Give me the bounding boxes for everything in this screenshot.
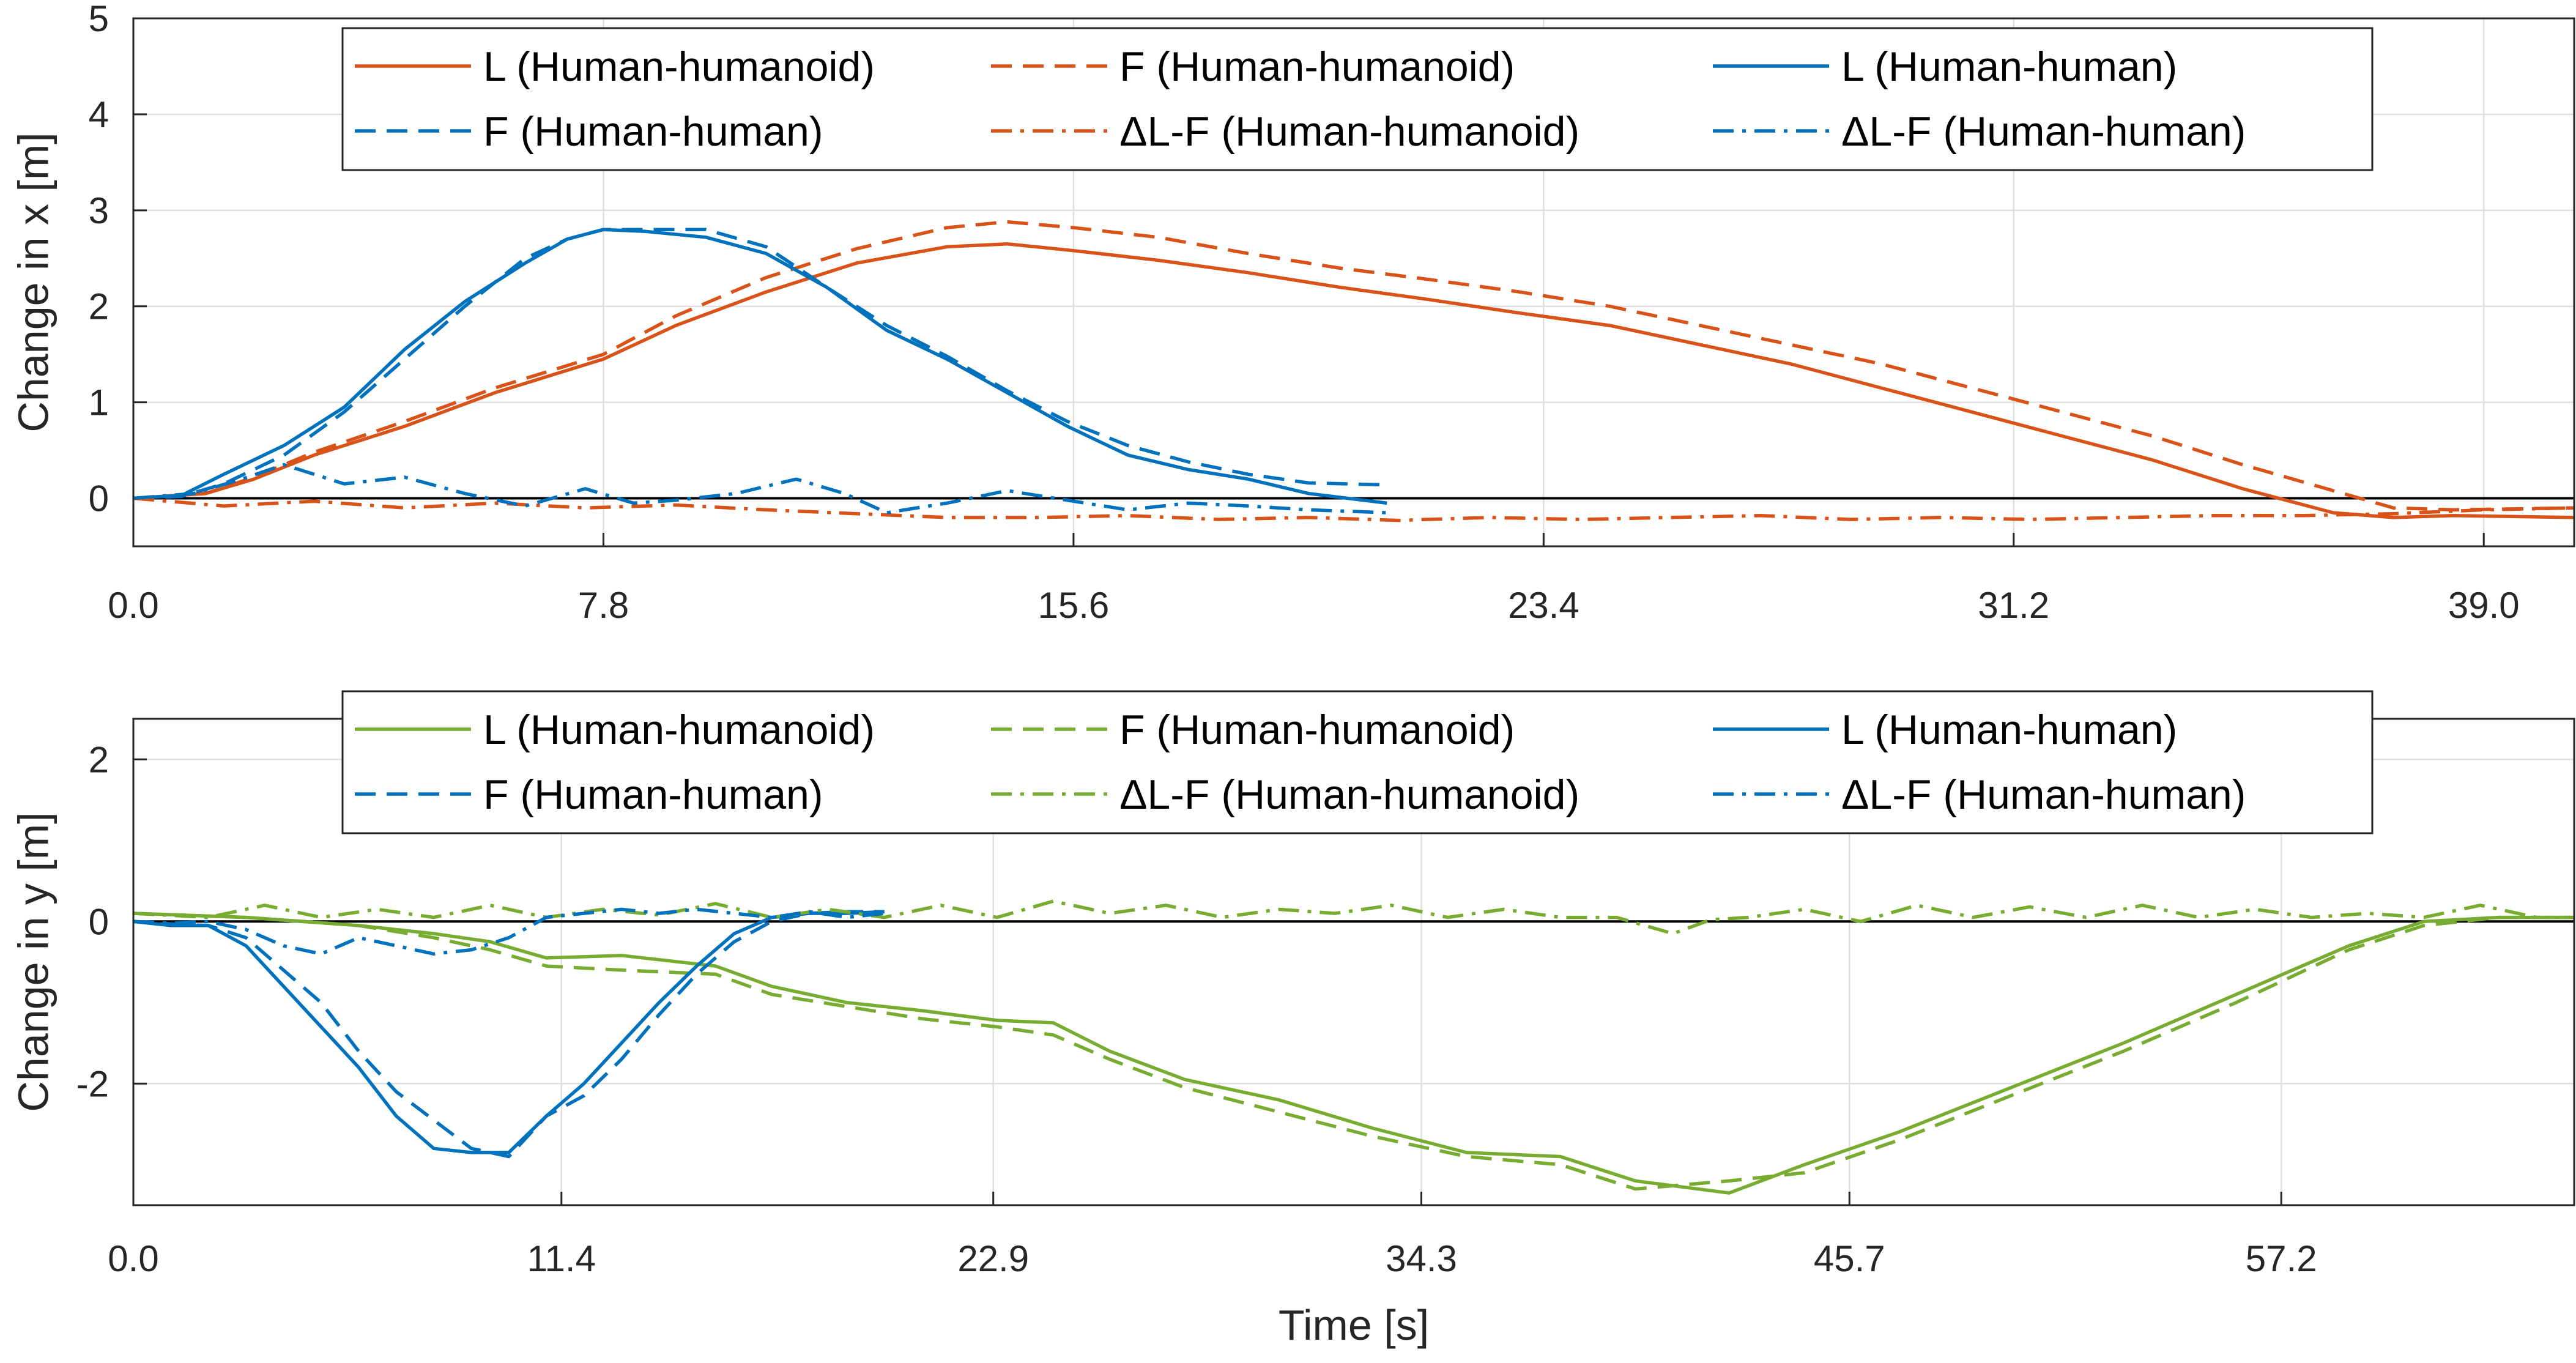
series-line-ΔL-F (Human-human) [133, 462, 1387, 514]
legend-entry-label: ΔL-F (Human-humanoid) [1119, 108, 1579, 155]
series-line-L (Human-human) [133, 910, 885, 1154]
x-axis-label: Time [s] [1279, 1301, 1429, 1349]
y-tick-label: 4 [89, 94, 109, 135]
chart-panel-1: 0.0 7.8 15.6 23.4 31.2 39.0 0 1 2 3 4 5 Change in x … [9, 0, 2575, 626]
x-tick-label: 0.0 [108, 1238, 158, 1279]
legend-entry-label: L (Human-human) [1841, 707, 2177, 753]
x-tick-label: 45.7 [1814, 1238, 1885, 1279]
legend-entry-label: F (Human-human) [483, 108, 823, 155]
series-group [133, 899, 2574, 1195]
legend-entry-label: L (Human-human) [1841, 43, 2177, 90]
legend-entry-label: F (Human-humanoid) [1119, 707, 1515, 753]
legend-box [341, 690, 2374, 834]
y-tick-label: 5 [89, 0, 109, 39]
legend: L (Human-humanoid) F (Human-humanoid) L (H… [341, 690, 2374, 834]
series-line-F (Human-human) [133, 910, 885, 1159]
y-axis-label: Change in x [m] [9, 132, 57, 432]
x-tick-label: 23.4 [1508, 585, 1579, 626]
y-tick-label: 0 [89, 901, 109, 942]
series-line-ΔL-F (Human-humanoid) [133, 899, 2574, 935]
x-tick-label: 31.2 [1978, 585, 2049, 626]
x-tick-label: 15.6 [1037, 585, 1109, 626]
x-tick-label: 11.4 [527, 1238, 596, 1279]
x-tick-label: 34.3 [1386, 1238, 1457, 1279]
legend-entry-label: L (Human-humanoid) [483, 43, 875, 90]
axes-frame [132, 17, 2575, 548]
legend-box [341, 27, 2374, 171]
x-tick-label: 22.9 [957, 1238, 1029, 1279]
series-group [133, 220, 2574, 522]
legend-entry-label: F (Human-humanoid) [1119, 43, 1515, 90]
y-tick-label: 3 [89, 190, 109, 231]
series-line-ΔL-F (Human-human) [133, 907, 885, 956]
y-tick-label: 2 [89, 286, 109, 327]
series-line-L (Human-human) [133, 228, 1387, 505]
y-axis-label: Change in y [m] [9, 812, 57, 1112]
x-tick-label: 57.2 [2246, 1238, 2317, 1279]
legend-entry-label: ΔL-F (Human-human) [1841, 108, 2246, 155]
y-tick-label: 2 [89, 739, 109, 780]
legend-entry-label: L (Human-humanoid) [483, 707, 875, 753]
y-tick-label: 1 [89, 382, 109, 423]
series-line-ΔL-F (Human-humanoid) [133, 496, 2574, 522]
legend-entry-label: ΔL-F (Human-humanoid) [1119, 771, 1579, 818]
x-tick-label: 7.8 [578, 585, 629, 626]
series-line-L (Human-humanoid) [133, 242, 2574, 519]
legend: L (Human-humanoid) F (Human-humanoid) L (H… [341, 27, 2374, 171]
legend-entry-label: F (Human-human) [483, 771, 823, 818]
series-line-F (Human-human) [133, 228, 1387, 500]
y-tick-label: -2 [76, 1063, 109, 1104]
chart-panel-2: 0.0 11.4 22.9 34.3 45.7 57.2 -2 0 2 Change in y [… [9, 690, 2575, 1349]
series-line-F (Human-humanoid) [133, 912, 2574, 1191]
y-tick-label: 0 [89, 478, 109, 519]
series-line-F (Human-humanoid) [133, 220, 2574, 512]
x-tick-label: 0.0 [108, 585, 158, 626]
series-line-L (Human-humanoid) [133, 912, 2574, 1195]
x-tick-label: 39.0 [2448, 585, 2520, 626]
legend-entry-label: ΔL-F (Human-human) [1841, 771, 2246, 818]
